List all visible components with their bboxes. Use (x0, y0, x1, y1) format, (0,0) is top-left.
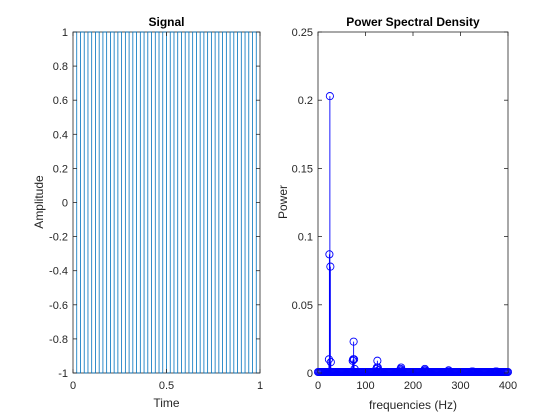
psd-stem-marker (398, 367, 407, 376)
signal-xlabel: Time (153, 396, 180, 410)
signal-ytick-label: 0.6 (53, 95, 68, 107)
signal-ytick-label: 0.8 (53, 61, 68, 73)
psd-ytick-label: 0.1 (298, 232, 313, 244)
psd-title: Power Spectral Density (346, 15, 480, 29)
signal-ytick-label: -0.2 (49, 232, 68, 244)
psd-axes: 0 100 200 300 400 0 0.05 0.1 0.15 0.2 0.25 Power S… (276, 15, 517, 412)
signal-ticks: 0 0.5 1 -1 -0.8 -0.6 -0.4 -0.2 0 0.2 0.4 0.6 0.8 1 (49, 27, 263, 392)
psd-ytick-label: 0.25 (292, 27, 313, 39)
psd-stem-marker (469, 367, 478, 376)
psd-xlabel: frequencies (Hz) (369, 398, 457, 412)
psd-stem-marker (350, 364, 359, 373)
signal-line (73, 31, 260, 374)
signal-ytick-label: -1 (58, 368, 68, 380)
psd-ytick-label: 0.05 (292, 300, 313, 312)
signal-ytick-label: 0.2 (53, 163, 68, 175)
psd-xtick-label: 200 (404, 380, 422, 392)
psd-stem-marker (324, 355, 333, 364)
signal-xtick-label: 0 (70, 380, 76, 392)
signal-ytick-label: 1 (62, 27, 68, 39)
signal-series (73, 31, 260, 374)
signal-ytick-label: 0 (62, 198, 68, 210)
psd-stem-marker (445, 367, 454, 376)
psd-xtick-label: 400 (499, 380, 517, 392)
signal-ylabel: Amplitude (32, 175, 46, 229)
signal-xtick-label: 1 (257, 380, 263, 392)
psd-ylabel: Power (276, 185, 290, 219)
psd-ytick-label: 0.2 (298, 95, 313, 107)
psd-stem-marker (326, 358, 335, 367)
psd-stem-marker (373, 363, 382, 372)
signal-xtick-label: 0.5 (159, 380, 174, 392)
psd-plot-frame (317, 31, 509, 374)
psd-stem-marker (325, 92, 334, 101)
signal-title: Signal (148, 15, 184, 29)
signal-ytick-label: -0.4 (49, 266, 68, 278)
signal-ytick-label: -0.6 (49, 300, 68, 312)
psd-stem-marker (421, 367, 430, 376)
psd-xtick-label: 0 (315, 380, 321, 392)
psd-ticks: 0 100 200 300 400 0 0.05 0.1 0.15 0.2 0.25 (292, 27, 518, 392)
psd-stem-marker (374, 366, 383, 375)
psd-stem-marker (493, 367, 502, 376)
psd-stem-marker (350, 355, 359, 364)
psd-stem-marker (325, 250, 334, 259)
psd-ytick-label: 0.15 (292, 163, 313, 175)
psd-stem-marker (326, 262, 335, 271)
psd-series (313, 92, 513, 377)
psd-xtick-label: 100 (356, 380, 374, 392)
psd-xtick-label: 300 (451, 380, 469, 392)
psd-stem-marker (397, 363, 406, 372)
signal-ytick-label: 0.4 (53, 129, 68, 141)
psd-baseline-marker (503, 367, 513, 377)
psd-stem-marker (349, 337, 358, 346)
signal-axes: 0 0.5 1 -1 -0.8 -0.6 -0.4 -0.2 0 0.2 0.4 0.6 0.8 1 Si… (32, 15, 263, 410)
psd-ytick-label: 0 (307, 368, 313, 380)
signal-ytick-label: -0.8 (49, 334, 68, 346)
